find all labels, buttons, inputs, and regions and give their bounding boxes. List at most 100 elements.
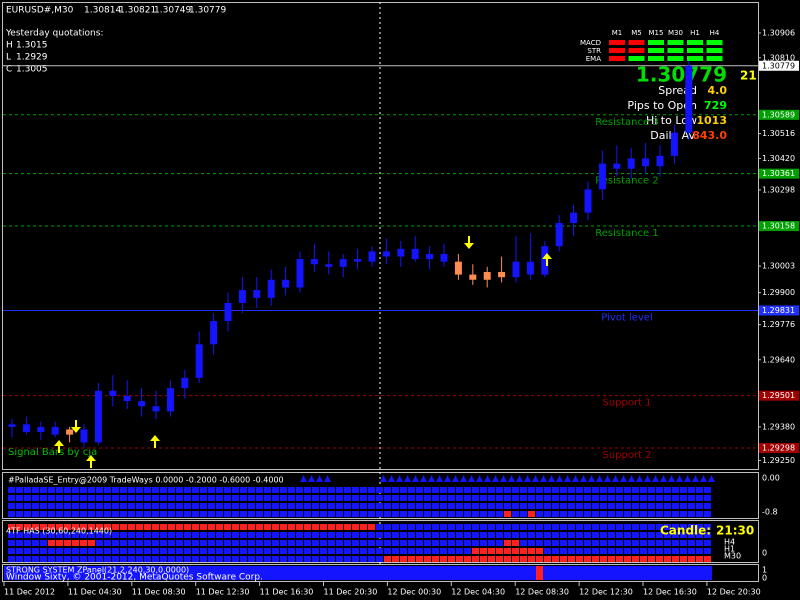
has-block: [232, 540, 239, 546]
entry-block: [624, 487, 631, 493]
entry-block: [80, 495, 87, 501]
entry-block: [256, 495, 263, 501]
has-block: [408, 556, 415, 562]
has-block: [56, 524, 63, 530]
entry-block: [128, 495, 135, 501]
candle-body: [670, 132, 678, 156]
candle-body: [570, 212, 578, 223]
has-block: [48, 540, 55, 546]
entry-block: [16, 503, 23, 509]
has-block: [656, 524, 663, 530]
has-block: [296, 524, 303, 530]
entry-block: [440, 495, 447, 501]
entry-arrow: [492, 475, 499, 482]
has-block: [88, 556, 95, 562]
entry-block: [280, 487, 287, 493]
has-block: [152, 548, 159, 554]
entry-block: [448, 511, 455, 517]
entry-block: [216, 495, 223, 501]
has-block: [16, 524, 23, 530]
entry-block: [368, 511, 375, 517]
entry-block: [696, 495, 703, 501]
panel2-row-label: H4: [724, 538, 735, 547]
has-block: [192, 540, 199, 546]
has-block: [568, 556, 575, 562]
panel1-bottom: -0.8: [762, 508, 778, 517]
has-block: [264, 556, 271, 562]
entry-block: [584, 487, 591, 493]
has-block: [312, 540, 319, 546]
table-cell: [667, 40, 684, 45]
candle-body: [598, 163, 606, 190]
has-block: [56, 540, 63, 546]
has-block: [392, 524, 399, 530]
entry-block: [336, 503, 343, 509]
has-block: [24, 532, 31, 538]
entry-block: [144, 503, 151, 509]
has-block: [592, 556, 599, 562]
has-block: [424, 540, 431, 546]
has-block: [40, 556, 47, 562]
y-tick-label: 1.29250: [762, 456, 795, 465]
entry-block: [72, 487, 79, 493]
entry-arrow: [420, 475, 427, 482]
entry-arrow: [660, 475, 667, 482]
has-block: [40, 548, 47, 554]
has-block: [40, 524, 47, 530]
has-block: [288, 556, 295, 562]
entry-block: [648, 495, 655, 501]
has-block: [136, 540, 143, 546]
entry-block: [360, 503, 367, 509]
entry-block: [536, 495, 543, 501]
entry-block: [592, 487, 599, 493]
entry-block: [528, 487, 535, 493]
candle-body: [152, 406, 160, 412]
candle-body: [37, 426, 45, 433]
has-block: [96, 540, 103, 546]
entry-block: [480, 503, 487, 509]
entry-block: [496, 503, 503, 509]
has-block: [232, 524, 239, 530]
has-block: [320, 540, 327, 546]
entry-block: [376, 503, 383, 509]
entry-block: [464, 503, 471, 509]
has-block: [344, 524, 351, 530]
entry-arrow: [708, 475, 715, 482]
has-block: [600, 556, 607, 562]
has-block: [320, 532, 327, 538]
x-tick-label: 11 Dec 20:30: [324, 588, 378, 597]
entry-block: [88, 503, 95, 509]
has-block: [24, 556, 31, 562]
entry-block: [672, 495, 679, 501]
has-block: [336, 524, 343, 530]
has-block: [72, 548, 79, 554]
candle-body: [94, 390, 102, 443]
has-block: [688, 532, 695, 538]
has-block: [152, 524, 159, 530]
entry-block: [40, 487, 47, 493]
has-block: [616, 524, 623, 530]
entry-block: [48, 495, 55, 501]
has-block: [400, 548, 407, 554]
x-tick-label: 12 Dec 04:30: [451, 588, 505, 597]
has-block: [160, 540, 167, 546]
entry-block: [704, 495, 711, 501]
has-block: [680, 532, 687, 538]
entry-block: [272, 487, 279, 493]
has-block: [520, 524, 527, 530]
has-block: [584, 524, 591, 530]
entry-block: [312, 495, 319, 501]
entry-block: [312, 503, 319, 509]
has-block: [408, 548, 415, 554]
entry-block: [96, 487, 103, 493]
level-value: 1.30589: [762, 110, 795, 119]
level-box: [759, 443, 799, 454]
entry-block: [544, 495, 551, 501]
entry-block: [32, 503, 39, 509]
yesterday-title: Yesterday quotations:: [5, 29, 103, 39]
y-tick-label: 1.30420: [762, 154, 795, 163]
has-block: [72, 540, 79, 546]
entry-arrow: [572, 475, 579, 482]
entry-block: [232, 495, 239, 501]
has-block: [496, 540, 503, 546]
